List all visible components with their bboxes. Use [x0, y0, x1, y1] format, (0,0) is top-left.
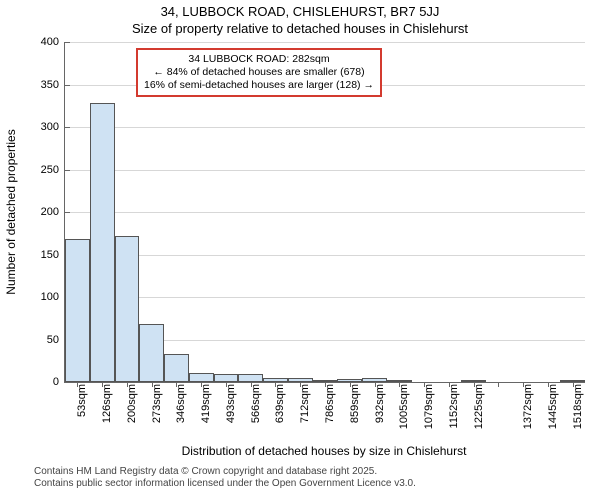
annotation-line-1: 34 LUBBOCK ROAD: 282sqm — [144, 53, 374, 66]
x-tick-label: 932sqm — [372, 382, 386, 423]
y-tick-label: 50 — [47, 334, 65, 346]
gridline — [65, 212, 585, 213]
x-tick-label: 419sqm — [198, 382, 212, 423]
x-tick-label: 1005sqm — [396, 382, 410, 429]
y-tick-label: 150 — [41, 249, 65, 261]
x-tick-label: 53sqm — [74, 382, 88, 417]
gridline — [65, 297, 585, 298]
x-tick-label: 1372sqm — [520, 382, 534, 429]
chart-root: 34, LUBBOCK ROAD, CHISLEHURST, BR7 5JJ S… — [0, 0, 600, 500]
x-tick-label: 126sqm — [99, 382, 113, 423]
x-tick-label: 712sqm — [297, 382, 311, 423]
x-tick-mark — [498, 382, 499, 387]
x-tick-label: 786sqm — [322, 382, 336, 423]
x-tick-label: 1152sqm — [446, 382, 460, 428]
bar — [139, 324, 164, 382]
x-tick-label: 566sqm — [248, 382, 262, 423]
title-line-1: 34, LUBBOCK ROAD, CHISLEHURST, BR7 5JJ — [0, 4, 600, 19]
gridline — [65, 127, 585, 128]
x-tick-label: 639sqm — [272, 382, 286, 423]
annotation-line-3: 16% of semi-detached houses are larger (… — [144, 79, 374, 92]
y-tick-label: 400 — [41, 36, 65, 48]
x-tick-label: 859sqm — [347, 382, 361, 423]
x-tick-label: 1445sqm — [545, 382, 559, 429]
y-axis-label: Number of detached properties — [4, 129, 18, 294]
x-tick-label: 1079sqm — [421, 382, 435, 429]
bar — [115, 236, 140, 382]
x-tick-label: 1225sqm — [471, 382, 485, 429]
gridline — [65, 255, 585, 256]
y-tick-label: 250 — [41, 164, 65, 176]
annotation-line-2: ← 84% of detached houses are smaller (67… — [144, 66, 374, 79]
x-tick-label: 493sqm — [223, 382, 237, 423]
x-tick-label: 200sqm — [124, 382, 138, 423]
gridline — [65, 42, 585, 43]
footer-line-1: Contains HM Land Registry data © Crown c… — [34, 466, 377, 478]
bar — [164, 354, 189, 382]
x-axis-label: Distribution of detached houses by size … — [64, 444, 584, 458]
footer-line-2: Contains public sector information licen… — [34, 478, 416, 490]
y-tick-label: 0 — [53, 376, 65, 388]
bar — [65, 239, 90, 382]
bar — [90, 103, 115, 382]
x-tick-label: 1518sqm — [570, 382, 584, 429]
bar — [189, 373, 214, 382]
title-line-2: Size of property relative to detached ho… — [0, 21, 600, 36]
bar — [214, 374, 239, 383]
annotation-box: 34 LUBBOCK ROAD: 282sqm ← 84% of detache… — [136, 48, 382, 97]
y-tick-label: 100 — [41, 291, 65, 303]
y-tick-label: 200 — [41, 206, 65, 218]
gridline — [65, 170, 585, 171]
x-tick-label: 273sqm — [149, 382, 163, 423]
bar — [238, 374, 263, 382]
y-tick-label: 300 — [41, 121, 65, 133]
y-tick-label: 350 — [41, 79, 65, 91]
x-tick-label: 346sqm — [173, 382, 187, 423]
